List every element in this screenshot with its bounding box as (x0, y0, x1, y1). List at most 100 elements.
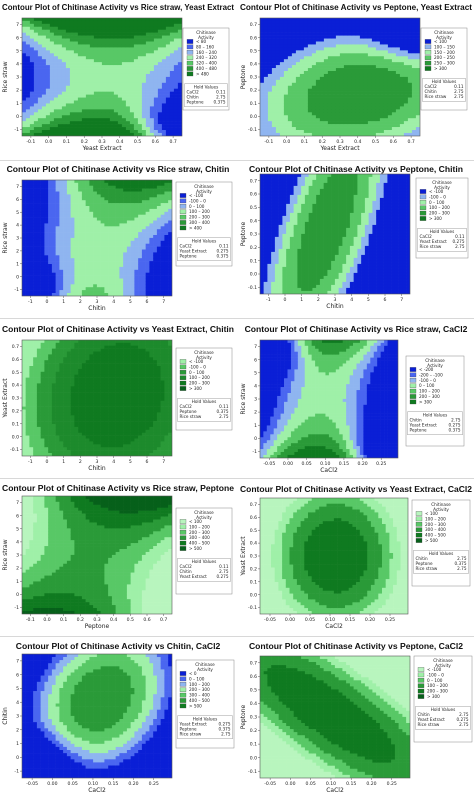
contour-cell (104, 284, 109, 288)
contour-cell (141, 240, 146, 244)
contour-cell (149, 203, 154, 207)
contour-cell (387, 71, 393, 75)
contour-cell (105, 47, 111, 51)
contour-cell (108, 252, 113, 256)
contour-cell (327, 65, 333, 69)
contour-cell (160, 191, 165, 195)
contour-cell (387, 53, 393, 57)
contour-cell (153, 290, 158, 294)
contour-cell (61, 76, 67, 81)
contour-cell (119, 223, 124, 227)
contour-cell (164, 255, 169, 259)
contour-cell (165, 62, 171, 66)
contour-cell (287, 47, 293, 51)
contour-cell (164, 188, 169, 192)
contour-cell (22, 284, 26, 288)
contour-cell (93, 115, 99, 119)
contour-cell (29, 115, 35, 119)
contour-cell (29, 91, 35, 95)
contour-cell (115, 284, 120, 288)
contour-cell (299, 71, 305, 75)
contour-cell (48, 226, 53, 230)
contour-cell (77, 76, 83, 81)
contour-cell (133, 65, 139, 69)
contour-cell (44, 237, 49, 242)
contour-cell (85, 118, 91, 122)
contour-cell (66, 284, 71, 288)
contour-cell (299, 76, 305, 81)
contour-cell (153, 91, 159, 95)
contour-cell (61, 118, 67, 122)
contour-cell (85, 38, 91, 42)
contour-cell (355, 106, 361, 110)
contour-cell (44, 266, 49, 271)
contour-cell (407, 47, 413, 51)
contour-cell (311, 94, 317, 98)
contour-cell (343, 26, 349, 30)
contour-cell (157, 41, 163, 45)
contour-cell (347, 38, 353, 42)
contour-cell (303, 115, 309, 119)
contour-cell (123, 211, 128, 215)
contour-cell (138, 200, 143, 204)
contour-cell (126, 287, 131, 291)
contour-cell (123, 281, 128, 285)
contour-cell (331, 68, 337, 72)
contour-cell (53, 121, 59, 125)
contour-cell (33, 41, 39, 45)
x-tick-label: 0.4 (354, 139, 361, 145)
contour-cell (37, 97, 43, 101)
contour-cell (81, 293, 86, 296)
contour-cell (29, 182, 34, 186)
contour-cell (351, 44, 357, 48)
contour-cell (315, 68, 321, 72)
contour-cell (66, 252, 71, 256)
contour-cell (367, 121, 373, 125)
contour-cell (355, 100, 361, 104)
contour-cell (267, 32, 273, 36)
contour-cell (77, 47, 83, 51)
contour-cell (355, 91, 361, 95)
contour-cell (407, 26, 413, 30)
contour-cell (303, 53, 309, 57)
contour-cell (55, 214, 60, 218)
contour-cell (335, 115, 341, 119)
contour-cell (299, 47, 305, 51)
contour-cell (371, 29, 377, 33)
contour-cell (271, 62, 277, 66)
contour-cell (177, 112, 182, 116)
contour-cell (53, 112, 59, 116)
contour-cell (126, 211, 131, 215)
contour-cell (108, 255, 113, 259)
contour-cell (145, 243, 150, 247)
contour-cell (93, 50, 99, 54)
contour-cell (351, 94, 357, 98)
contour-cell (307, 26, 313, 30)
contour-cell (375, 26, 381, 30)
legend-swatch (186, 55, 194, 60)
contour-cell (177, 106, 182, 110)
contour-cell (153, 50, 159, 54)
contour-cell (407, 106, 413, 110)
contour-cell (141, 284, 146, 288)
contour-cell (391, 130, 397, 134)
contour-cell (65, 29, 71, 33)
contour-cell (169, 100, 175, 104)
contour-cell (133, 44, 139, 48)
contour-cell (283, 62, 289, 66)
contour-cell (407, 132, 413, 136)
contour-cell (97, 106, 103, 110)
contour-cell (53, 132, 59, 136)
contour-cell (117, 20, 123, 25)
contour-cell (65, 109, 71, 113)
contour-cell (173, 26, 179, 30)
contour-cell (74, 182, 79, 186)
contour-cell (160, 217, 165, 221)
contour-cell (108, 266, 113, 271)
contour-cell (115, 261, 120, 265)
contour-cell (403, 65, 409, 69)
contour-cell (299, 127, 305, 131)
contour-cell (61, 112, 67, 116)
contour-cell (73, 65, 79, 69)
contour-cell (57, 50, 63, 54)
